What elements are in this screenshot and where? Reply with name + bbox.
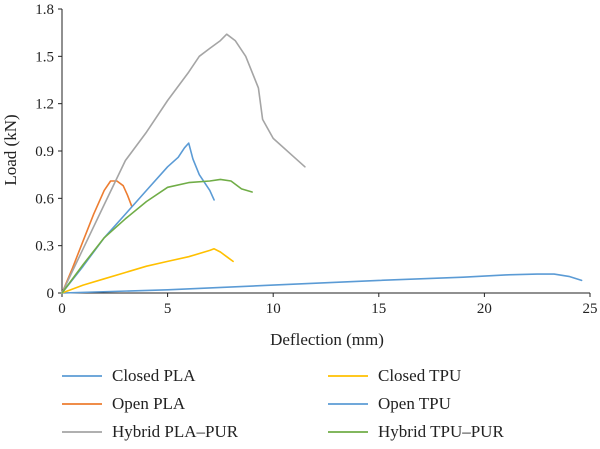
plot-area — [61, 33, 583, 294]
chart-axes: 0 0.3 0.6 0.9 1.2 1.5 1.8 0 5 10 15 20 25 — [35, 2, 597, 317]
chart-legend: Closed PLA Closed TPU Open PLA Open TPU Hybr… — [62, 366, 504, 441]
y-tick-label: 1.5 — [35, 49, 54, 65]
x-tick-label: 20 — [477, 301, 492, 317]
x-tick-label: 5 — [164, 301, 172, 317]
series-line-open-pla — [61, 180, 133, 294]
x-tick-label: 15 — [371, 301, 386, 317]
legend-label-open-pla: Open PLA — [112, 394, 186, 413]
series-line-closed-tpu — [61, 248, 234, 294]
legend-label-closed-pla: Closed PLA — [112, 366, 196, 385]
y-tick-label: 0.6 — [35, 191, 54, 207]
series-line-closed-pla — [61, 273, 583, 294]
legend-label-closed-tpu: Closed TPU — [378, 366, 461, 385]
legend-label-open-tpu: Open TPU — [378, 394, 451, 413]
x-tick-label: 0 — [58, 301, 66, 317]
y-tick-label: 1.2 — [35, 97, 54, 113]
x-tick-label: 10 — [266, 301, 281, 317]
y-tick-label: 0 — [47, 286, 55, 302]
x-axis-title: Deflection (mm) — [270, 330, 384, 349]
y-axis-title: Load (kN) — [1, 114, 20, 185]
series-line-hybrid-tpu-pur — [61, 178, 253, 294]
legend-label-hybrid-tpu-pur: Hybrid TPU–PUR — [378, 422, 504, 441]
y-tick-label: 0.3 — [35, 239, 54, 255]
legend-label-hybrid-pla-pur: Hybrid PLA–PUR — [112, 422, 239, 441]
y-tick-label: 0.9 — [35, 144, 54, 160]
x-tick-label: 25 — [583, 301, 598, 317]
y-tick-label: 1.8 — [35, 2, 54, 18]
series-line-hybrid-pla-pur — [61, 33, 306, 294]
series-line-open-tpu — [61, 142, 215, 294]
